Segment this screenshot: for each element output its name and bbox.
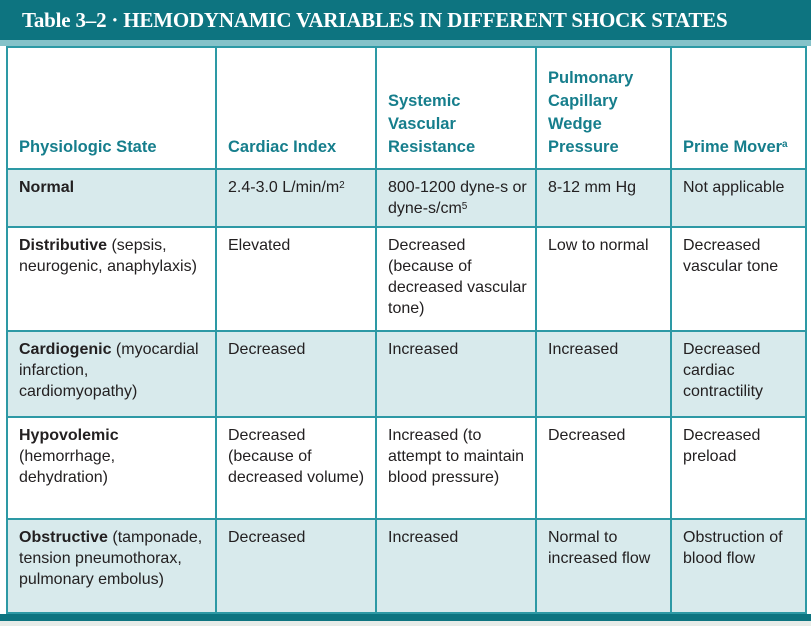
text-segment: Increased (to attempt to maintain blood … xyxy=(388,426,525,487)
text-segment: (tamponade, tension pneumothorax, pulmon… xyxy=(19,528,203,589)
table-row: Obstructive (tamponade, tension pneumoth… xyxy=(6,517,807,614)
text-segment: Not applicable xyxy=(683,179,785,196)
text-segment: Low to normal xyxy=(548,236,649,254)
bottom-border-bar xyxy=(0,613,811,621)
value-cell: Low to normal xyxy=(535,225,672,332)
table-row: Distributive (sepsis, neurogenic, anaphy… xyxy=(6,225,807,332)
table-row: Hypovolemic (hemorrhage, dehydration) Dec… xyxy=(6,415,807,520)
text-segment: Decreased cardiac contractility xyxy=(683,340,764,401)
text-segment: Increased xyxy=(548,340,619,358)
text-segment: Pulmonary Capillary Wedge Pressure xyxy=(548,68,634,156)
value-cell: Normal to increased flow xyxy=(535,517,672,614)
table-row: Cardiogenic (myocardial infarction, card… xyxy=(6,329,807,418)
value-cell: 800-1200 dyne-s or dyne-s/cm5 xyxy=(375,168,537,228)
text-segment: Obstruction of blood flow xyxy=(683,528,783,567)
column-header: Systemic Vascular Resistance xyxy=(375,46,537,170)
value-cell: Decreased vascular tone xyxy=(670,225,807,332)
value-cell: 2.4-3.0 L/min/m2 xyxy=(215,168,377,228)
text-segment: (myocardial infarction, cardiomyopathy) xyxy=(19,340,199,401)
text-segment: Increased xyxy=(388,528,459,546)
text-segment: Cardiac Index xyxy=(228,137,337,156)
value-cell: Decreased xyxy=(215,329,377,418)
superscript: 2 xyxy=(339,179,345,191)
state-cell: Obstructive (tamponade, tension pneumoth… xyxy=(6,517,217,614)
text-segment: Increased xyxy=(388,340,459,358)
state-cell: Normal xyxy=(6,168,217,228)
bottom-strip xyxy=(0,620,811,626)
value-cell: Increased xyxy=(535,329,672,418)
value-cell: Increased xyxy=(375,329,537,418)
value-cell: Decreased preload xyxy=(670,415,807,520)
text-segment: Hypovolemic xyxy=(19,426,119,444)
text-segment: Distributive xyxy=(19,236,108,254)
value-cell: Decreased (because of decreased volume) xyxy=(215,415,377,520)
text-segment: Decreased (because of decreased vascular… xyxy=(388,236,527,318)
text-segment: Physiologic State xyxy=(19,137,157,156)
column-header: Prime Movera xyxy=(670,46,807,170)
text-segment: Cardiogenic xyxy=(19,340,112,358)
text-segment: Normal xyxy=(19,179,75,196)
text-segment: (hemorrhage, dehydration) xyxy=(19,447,116,487)
value-cell: Decreased (because of decreased vascular… xyxy=(375,225,537,332)
table-title: Table 3–2 · HEMODYNAMIC VARIABLES IN DIF… xyxy=(22,7,728,32)
table-header: Physiologic State Cardiac Index Systemic V… xyxy=(6,46,807,170)
value-cell: Elevated xyxy=(215,225,377,332)
text-segment: Elevated xyxy=(228,236,291,254)
text-segment: Decreased xyxy=(548,426,626,444)
text-segment: Decreased xyxy=(228,528,306,546)
column-header: Cardiac Index xyxy=(215,46,377,170)
column-header: Physiologic State xyxy=(6,46,217,170)
value-cell: Increased (to attempt to maintain blood … xyxy=(375,415,537,520)
text-segment: 2.4-3.0 L/min/m xyxy=(228,179,340,196)
text-segment: Decreased vascular tone xyxy=(683,236,779,275)
superscript: 5 xyxy=(461,200,468,212)
header-row: Physiologic State Cardiac Index Systemic V… xyxy=(6,46,807,170)
table-title-bar: Table 3–2 · HEMODYNAMIC VARIABLES IN DIF… xyxy=(0,0,811,40)
hemodynamic-table: Physiologic State Cardiac Index Systemic V… xyxy=(6,46,807,614)
text-segment: 8-12 mm Hg xyxy=(548,179,637,196)
text-segment: Decreased xyxy=(228,340,306,358)
value-cell: Decreased xyxy=(535,415,672,520)
text-segment: (sepsis, neurogenic, anaphylaxis) xyxy=(19,236,197,275)
table-row: Normal 2.4-3.0 L/min/m2 800-1200 dyne-s or… xyxy=(6,168,807,228)
value-cell: Not applicable xyxy=(670,168,807,228)
column-header: Pulmonary Capillary Wedge Pressure xyxy=(535,46,672,170)
table-body: Normal 2.4-3.0 L/min/m2 800-1200 dyne-s or… xyxy=(6,168,807,614)
state-cell: Hypovolemic (hemorrhage, dehydration) xyxy=(6,415,217,520)
value-cell: Obstruction of blood flow xyxy=(670,517,807,614)
text-segment: Decreased preload xyxy=(683,426,761,465)
value-cell: 8-12 mm Hg xyxy=(535,168,672,228)
accent-strip xyxy=(0,40,811,46)
value-cell: Increased xyxy=(375,517,537,614)
value-cell: Decreased xyxy=(215,517,377,614)
text-segment: 800-1200 dyne-s or dyne-s/cm xyxy=(388,179,527,218)
text-segment: Prime Mover xyxy=(683,137,783,156)
state-cell: Distributive (sepsis, neurogenic, anaphy… xyxy=(6,225,217,332)
text-segment: Decreased (because of decreased volume) xyxy=(228,426,365,487)
text-segment: Obstructive xyxy=(19,528,108,546)
value-cell: Decreased cardiac contractility xyxy=(670,329,807,418)
text-segment: Systemic Vascular Resistance xyxy=(388,91,476,156)
text-segment: Normal to increased flow xyxy=(548,528,651,567)
superscript: a xyxy=(782,139,788,151)
state-cell: Cardiogenic (myocardial infarction, card… xyxy=(6,329,217,418)
table-wrap: Physiologic State Cardiac Index Systemic V… xyxy=(0,46,811,614)
